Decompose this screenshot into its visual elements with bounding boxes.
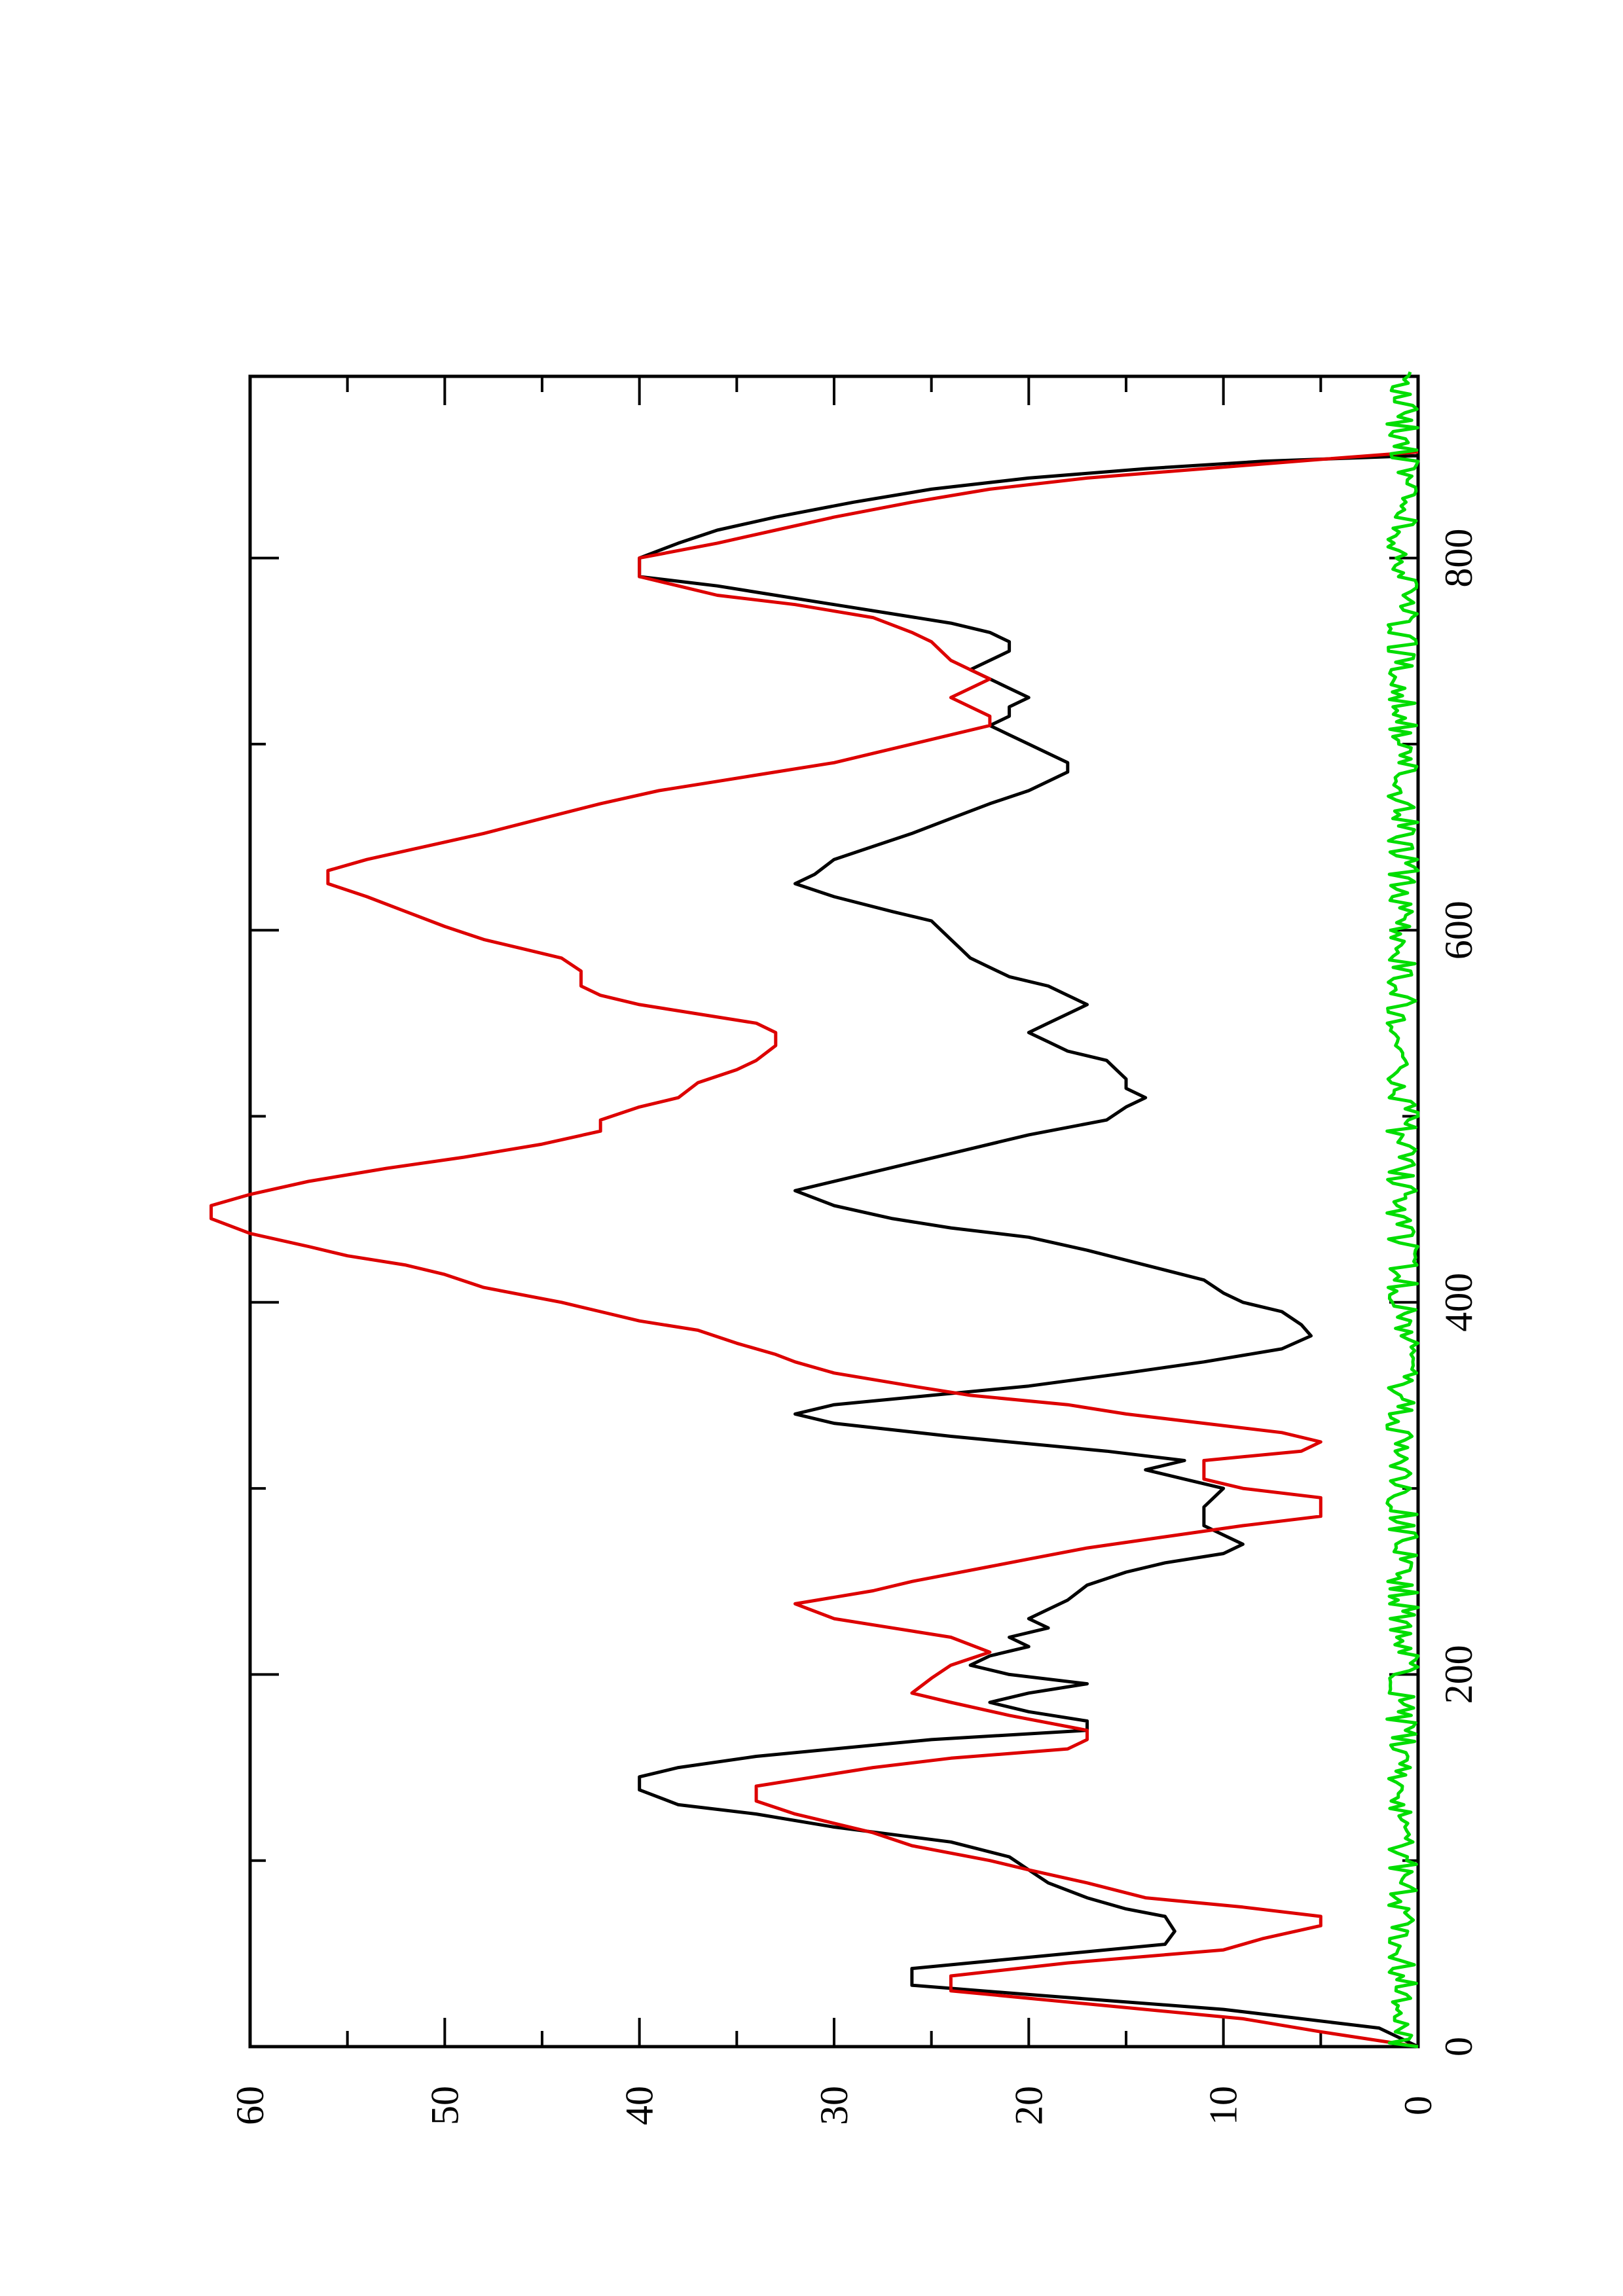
series-red-line: [210, 450, 1419, 2049]
series-black-line: [638, 454, 1419, 2049]
x-tick-label: 800: [1437, 529, 1480, 588]
y-tick-label: 20: [1007, 2086, 1050, 2125]
x-tick-label: 200: [1437, 1645, 1480, 1704]
y-tick-label: 40: [618, 2086, 661, 2125]
plot-group: 0 200 400 600 800 0 10 20 30 40 50 60: [210, 371, 1480, 2125]
y-tick-label: 50: [423, 2086, 466, 2125]
x-tick-label: 400: [1437, 1273, 1480, 1332]
y-tick-label: 0: [1396, 2096, 1440, 2115]
x-tick-label: 0: [1437, 2037, 1480, 2056]
y-tick-label: 10: [1202, 2086, 1245, 2125]
plot-frame: [248, 374, 1420, 2049]
series-green-line: [1385, 371, 1420, 2049]
y-tick-label: 60: [228, 2086, 272, 2125]
x-tick-label: 600: [1437, 901, 1480, 960]
y-tick-label: 30: [812, 2086, 856, 2125]
